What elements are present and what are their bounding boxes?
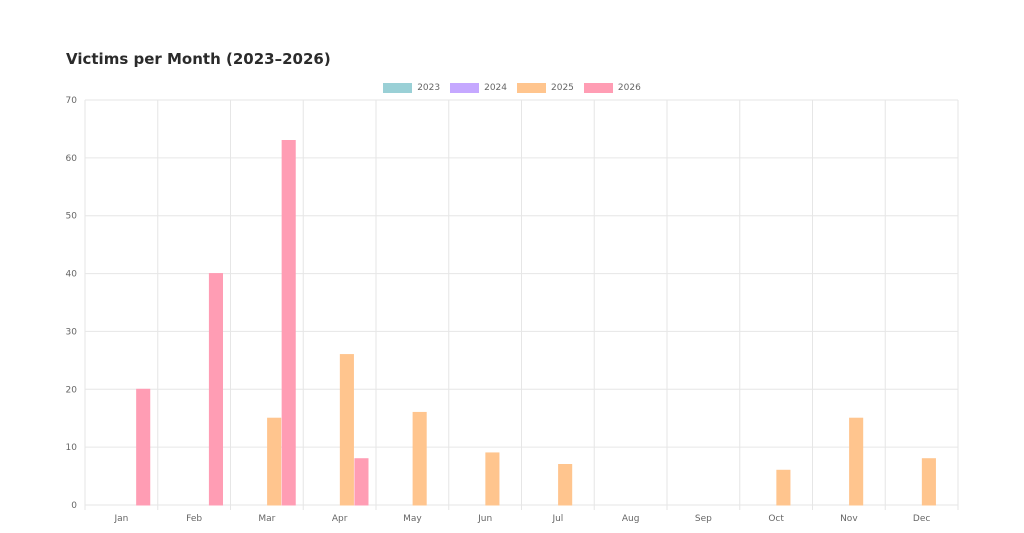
bar-2025-mar bbox=[267, 417, 282, 506]
legend-swatch-2025 bbox=[517, 83, 546, 93]
bar-2025-jul bbox=[558, 464, 573, 506]
legend-label-2026: 2026 bbox=[617, 83, 641, 93]
y-tick-label: 0 bbox=[71, 501, 77, 511]
x-tick-label: Nov bbox=[840, 514, 858, 524]
x-tick-label: Jul bbox=[551, 514, 563, 524]
x-tick-label: Jun bbox=[477, 514, 492, 524]
x-tick-label: Mar bbox=[258, 514, 275, 524]
bar-2025-dec bbox=[921, 458, 936, 506]
y-tick-label: 60 bbox=[66, 154, 78, 164]
y-tick-label: 20 bbox=[66, 385, 78, 395]
bar-2025-may bbox=[412, 411, 427, 506]
x-tick-label: May bbox=[403, 514, 422, 524]
y-tick-label: 40 bbox=[66, 270, 78, 280]
bar-2026-apr bbox=[354, 458, 369, 506]
bar-2025-nov bbox=[849, 417, 864, 506]
legend-swatch-2023 bbox=[383, 83, 413, 93]
legend-label-2023: 2023 bbox=[417, 83, 441, 93]
bar-2026-mar bbox=[281, 140, 296, 506]
y-tick-label: 10 bbox=[66, 443, 78, 453]
bar-2025-apr bbox=[339, 354, 354, 506]
x-tick-label: Aug bbox=[622, 514, 640, 524]
x-tick-label: Feb bbox=[186, 514, 202, 524]
bar-2026-jan bbox=[136, 388, 151, 506]
legend-swatch-2024 bbox=[450, 83, 480, 93]
bar-2025-jun bbox=[485, 452, 500, 506]
legend-swatch-2026 bbox=[583, 83, 613, 93]
chart-title: Victims per Month (2023–2026) bbox=[66, 50, 331, 68]
legend-item-2023[interactable]: 2023 bbox=[383, 83, 440, 93]
y-tick-label: 30 bbox=[66, 327, 78, 337]
legend-item-2025[interactable]: 2025 bbox=[517, 83, 574, 93]
bar-2025-oct bbox=[776, 469, 791, 506]
y-tick-label: 50 bbox=[66, 212, 78, 222]
legend-label-2025: 2025 bbox=[551, 83, 574, 93]
legend-label-2024: 2024 bbox=[484, 83, 507, 93]
legend-item-2024[interactable]: 2024 bbox=[450, 83, 507, 93]
x-tick-label: Oct bbox=[768, 514, 784, 524]
y-tick-label: 70 bbox=[66, 96, 78, 106]
x-tick-label: Jan bbox=[113, 514, 128, 524]
legend: 2023 2024 2025 2026 bbox=[0, 83, 1024, 93]
x-tick-label: Sep bbox=[695, 514, 712, 524]
x-tick-label: Dec bbox=[913, 514, 930, 524]
legend-item-2026[interactable]: 2026 bbox=[583, 83, 641, 93]
x-tick-label: Apr bbox=[332, 514, 348, 524]
bar-2026-feb bbox=[208, 273, 223, 506]
